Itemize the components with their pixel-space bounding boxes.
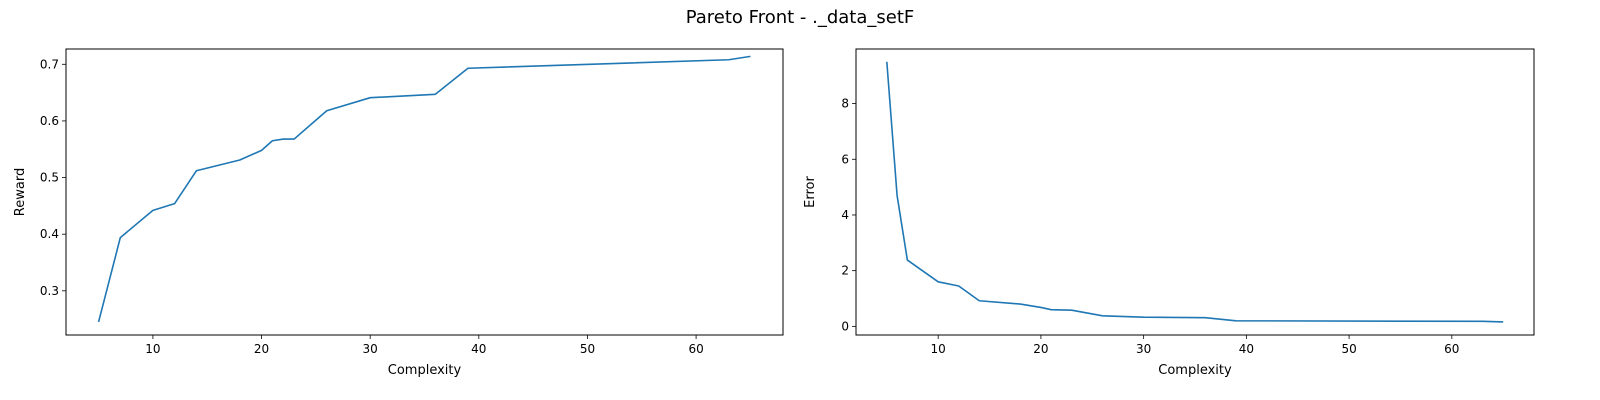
y-tick-label: 0 xyxy=(841,319,849,333)
figure-title: Pareto Front - ._data_setF xyxy=(686,7,915,28)
x-tick-label: 40 xyxy=(471,342,486,356)
y-tick-label: 0.3 xyxy=(40,284,59,298)
x-tick-label: 30 xyxy=(363,342,378,356)
axes-frame xyxy=(855,48,1535,336)
y-tick-label: 4 xyxy=(841,208,849,222)
x-tick-label: 20 xyxy=(254,342,269,356)
x-tick-label: 10 xyxy=(931,342,946,356)
x-tick-label: 20 xyxy=(1033,342,1048,356)
y-tick-label: 0.4 xyxy=(40,227,59,241)
y-axis-label: Reward xyxy=(13,168,28,216)
x-axis-label: Complexity xyxy=(388,363,462,378)
series-line xyxy=(97,55,751,323)
right-chart-error: 10 20 30 40 50 60 0 2 4 6 8 Complexity Error xyxy=(803,48,1535,378)
x-tick-label: 50 xyxy=(1341,342,1356,356)
x-tick-label: 60 xyxy=(688,342,703,356)
y-tick-label: 0.6 xyxy=(40,114,59,128)
x-tick-label: 50 xyxy=(580,342,595,356)
x-tick-label: 10 xyxy=(145,342,160,356)
y-tick-label: 0.7 xyxy=(40,57,59,71)
y-tick-label: 8 xyxy=(841,97,849,111)
series-line xyxy=(886,61,1504,323)
x-tick-label: 60 xyxy=(1444,342,1459,356)
y-tick-label: 2 xyxy=(841,264,849,278)
left-chart-reward: 10 20 30 40 50 60 0.3 0.4 0.5 0.6 0.7 Complexity Rew… xyxy=(13,48,784,378)
x-tick-label: 30 xyxy=(1136,342,1151,356)
x-axis-label: Complexity xyxy=(1158,363,1232,378)
y-tick-label: 0.5 xyxy=(40,171,59,185)
axes-frame xyxy=(65,48,784,336)
y-tick-label: 6 xyxy=(841,152,849,166)
y-axis-label: Error xyxy=(803,176,818,208)
x-tick-label: 40 xyxy=(1239,342,1254,356)
